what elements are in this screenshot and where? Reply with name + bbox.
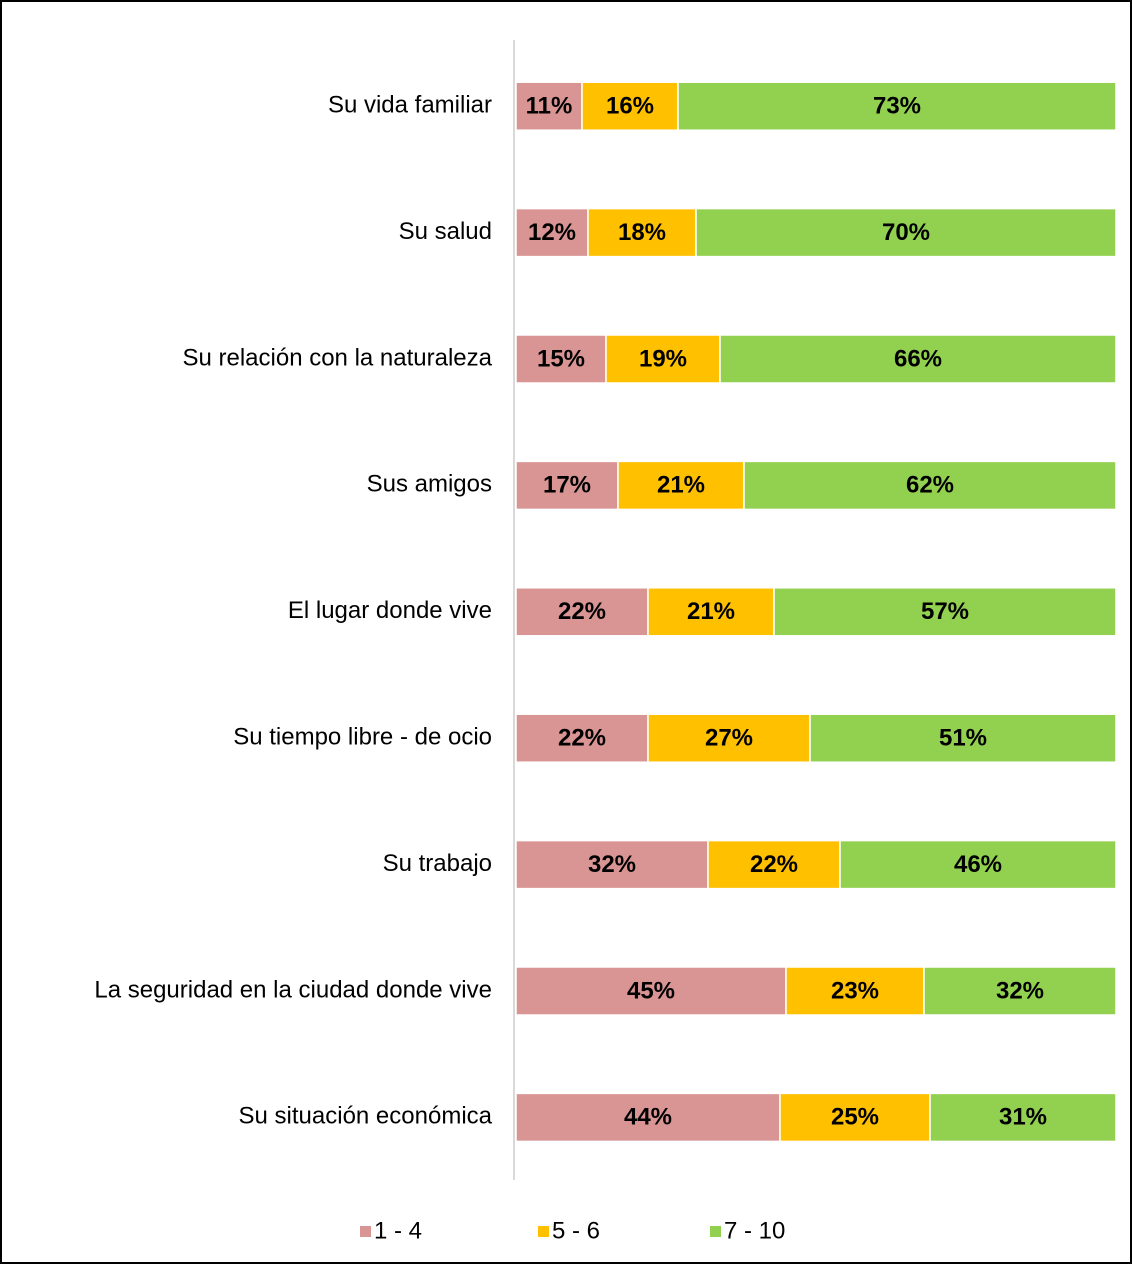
bar-segment <box>605 334 721 384</box>
bar-segment <box>581 81 679 131</box>
bar-segment <box>719 334 1117 384</box>
category-label: El lugar donde vive <box>288 597 492 624</box>
bar-segment <box>785 966 925 1016</box>
data-label: 62% <box>906 472 954 499</box>
data-label: 32% <box>996 977 1044 1004</box>
data-label: 22% <box>750 851 798 878</box>
bar-segment <box>779 1092 931 1143</box>
data-label: 23% <box>831 977 879 1004</box>
bar-segment <box>647 587 775 637</box>
data-label: 46% <box>954 851 1002 878</box>
bar-segment <box>707 839 841 890</box>
bar-segment <box>773 587 1117 637</box>
bar-segment <box>587 207 697 258</box>
bar-segment <box>515 460 619 511</box>
data-label: 18% <box>618 219 666 246</box>
data-label: 45% <box>627 977 675 1004</box>
data-label: 51% <box>939 725 987 752</box>
data-label: 57% <box>921 598 969 625</box>
data-label: 73% <box>873 93 921 120</box>
data-label: 22% <box>558 598 606 625</box>
bar-segment <box>515 713 649 763</box>
data-label: 66% <box>894 345 942 372</box>
data-label: 31% <box>999 1104 1047 1131</box>
bar-segment <box>839 839 1117 890</box>
category-label: Su situación económica <box>239 1103 493 1130</box>
category-label: Su vida familiar <box>328 92 492 119</box>
bar-segment <box>515 966 787 1016</box>
data-label: 19% <box>639 345 687 372</box>
legend-swatch <box>710 1226 721 1237</box>
bar-segment <box>809 713 1117 763</box>
bar-segment <box>515 81 583 131</box>
category-label: Su tiempo libre - de ocio <box>233 724 492 751</box>
bar-segment <box>647 713 811 763</box>
category-label: Su salud <box>399 218 492 245</box>
bar-segment <box>929 1092 1117 1143</box>
legend-label: 5 - 6 <box>552 1217 600 1244</box>
data-label: 12% <box>528 219 576 246</box>
data-label: 25% <box>831 1104 879 1131</box>
data-label: 32% <box>588 851 636 878</box>
category-label: Su trabajo <box>383 850 492 877</box>
data-label: 15% <box>537 345 585 372</box>
data-label: 70% <box>882 219 930 246</box>
category-label: La seguridad en la ciudad donde vive <box>94 976 492 1003</box>
category-label: Su relación con la naturaleza <box>182 344 492 371</box>
data-label: 27% <box>705 725 753 752</box>
legend-label: 1 - 4 <box>374 1217 422 1244</box>
bar-segment <box>677 81 1117 131</box>
data-label: 21% <box>687 598 735 625</box>
data-label: 16% <box>606 93 654 120</box>
bar-segment <box>695 207 1117 258</box>
bar-segment <box>743 460 1117 511</box>
bar-segment <box>515 1092 781 1143</box>
data-label: 21% <box>657 472 705 499</box>
legend-swatch <box>360 1226 371 1237</box>
bar-segment <box>515 587 649 637</box>
data-label: 17% <box>543 472 591 499</box>
bar-segment <box>923 966 1117 1016</box>
legend-swatch <box>538 1226 549 1237</box>
legend-label: 7 - 10 <box>724 1217 785 1244</box>
data-label: 44% <box>624 1104 672 1131</box>
bar-segment <box>515 839 709 890</box>
category-label: Sus amigos <box>367 471 492 498</box>
data-label: 11% <box>526 93 573 120</box>
data-label: 22% <box>558 725 606 752</box>
